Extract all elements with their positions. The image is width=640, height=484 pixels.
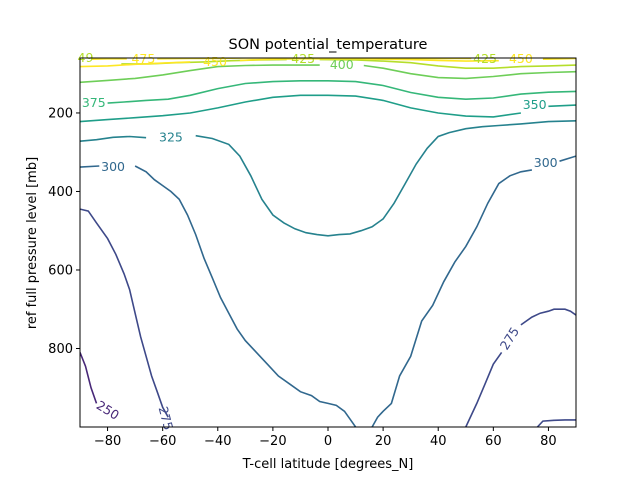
contour-label-375: 375	[82, 95, 106, 110]
y-tick-label-400: 400	[48, 185, 73, 200]
chart-title: SON potential_temperature	[229, 37, 428, 53]
y-tick-label-600: 600	[48, 263, 73, 278]
x-tick-label-40: 40	[430, 434, 447, 449]
contour-label-325: 325	[159, 129, 183, 144]
contour-450-segment-2	[543, 58, 576, 59]
contour-300-segment-0	[80, 166, 99, 167]
x-tick-label--20: −20	[259, 434, 286, 449]
x-tick-label--60: −60	[149, 434, 176, 449]
y-tick-label-800: 800	[48, 342, 73, 357]
x-tick-label-60: 60	[485, 434, 502, 449]
x-tick-label--80: −80	[94, 434, 121, 449]
x-tick-label--40: −40	[204, 434, 231, 449]
contour-label-300-b: 300	[534, 155, 558, 170]
y-axis-label: ref full pressure level [mb]	[25, 157, 40, 329]
x-tick-label-20: 20	[375, 434, 392, 449]
contour-label-350: 350	[523, 97, 547, 112]
contour-label-300: 300	[101, 159, 125, 174]
x-axis-label: T-cell latitude [degrees_N]	[242, 457, 414, 472]
y-tick-label-200: 200	[48, 106, 73, 121]
x-tick-label-80: 80	[540, 434, 557, 449]
contour-label-400: 400	[330, 57, 354, 72]
x-tick-label-0: 0	[324, 434, 332, 449]
contour-label-450: 450	[203, 54, 227, 69]
